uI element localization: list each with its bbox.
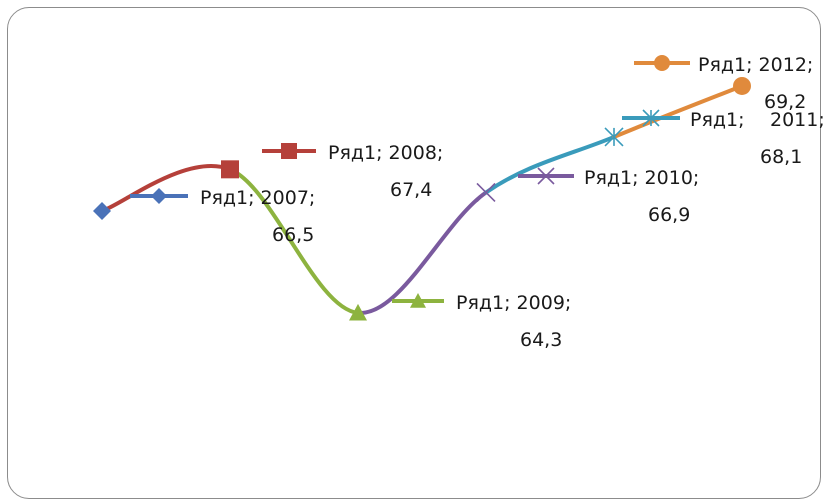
data-label-2009-value: 64,3 xyxy=(520,329,562,351)
data-labels: Ряд1; 2007; 66,5 Ряд1; 2008; 67,4 Ряд1; 2009… xyxy=(200,54,825,351)
data-label-2007-value: 66,5 xyxy=(272,224,314,246)
data-label-2007-line1: Ряд1; 2007; xyxy=(200,187,315,209)
data-point-2007 xyxy=(93,202,111,220)
chart-area xyxy=(7,7,821,499)
data-point-2008 xyxy=(221,160,239,179)
data-markers xyxy=(93,76,751,321)
data-label-2009-line1: Ряд1; 2009; xyxy=(456,292,571,314)
series-segment-2009 xyxy=(228,167,360,315)
label-key-marker-2011 xyxy=(642,109,660,127)
label-key-marker-2010 xyxy=(537,167,555,185)
series-segment-2008 xyxy=(100,163,232,213)
data-label-2011-value: 68,1 xyxy=(760,146,802,168)
label-key-marker-2009 xyxy=(410,293,426,308)
data-label-2010-value: 66,9 xyxy=(648,204,690,226)
label-key-marker-2012 xyxy=(654,55,670,71)
series-segment-2011 xyxy=(484,134,616,195)
label-key-marker-2007 xyxy=(151,188,167,204)
series-segment-2010 xyxy=(356,190,488,315)
data-label-2011-line1b: 2011; xyxy=(770,109,825,131)
data-label-2010-line1: Ряд1; 2010; xyxy=(584,167,699,189)
data-point-2010 xyxy=(476,182,496,203)
data-label-2012-line1: Ряд1; 2012; xyxy=(698,54,813,76)
data-point-2009 xyxy=(349,303,367,321)
data-label-2008-line1: Ряд1; 2008; xyxy=(328,142,443,164)
data-point-2012 xyxy=(733,76,751,95)
label-key-marker-2008 xyxy=(281,143,297,159)
data-label-2011-line1: Ряд1; xyxy=(690,109,745,131)
data-point-2011 xyxy=(604,127,624,147)
series-line xyxy=(100,83,744,315)
data-label-2012-value: 69,2 xyxy=(764,91,806,113)
data-label-2008-value: 67,4 xyxy=(390,179,432,201)
series-segment-2012 xyxy=(612,83,744,139)
label-keys xyxy=(130,55,690,308)
